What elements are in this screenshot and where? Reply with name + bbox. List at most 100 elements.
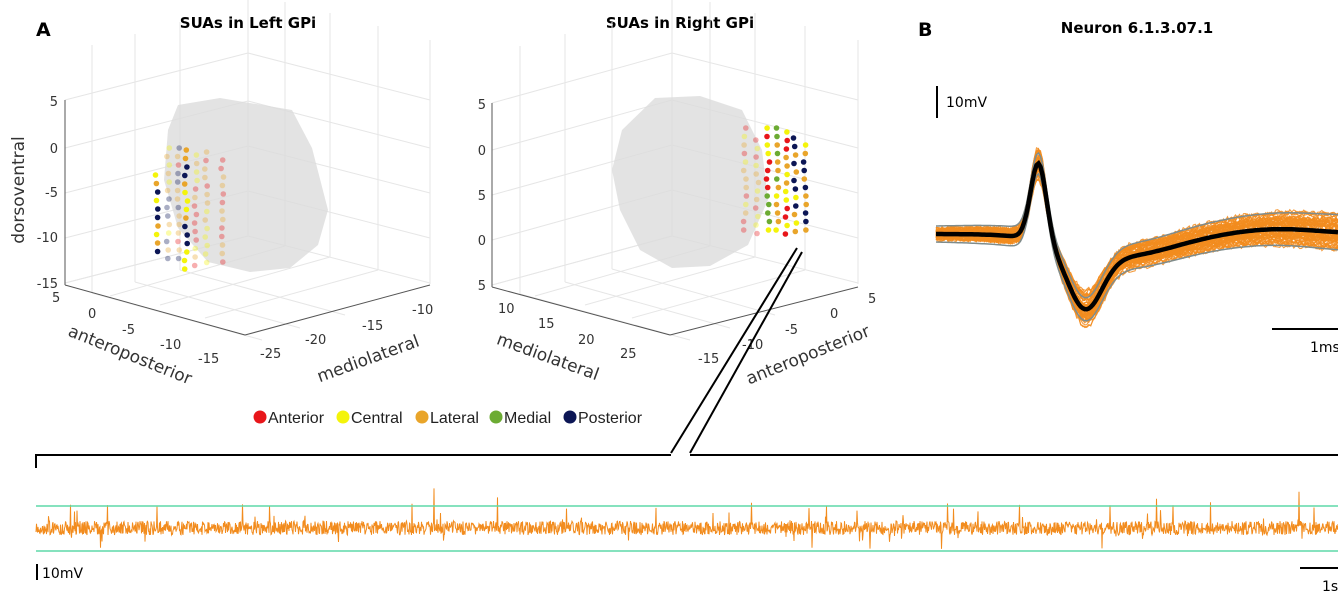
- neuron-dot: [204, 208, 210, 215]
- neuron-dot: [163, 238, 170, 245]
- neuron-dot: [219, 233, 225, 240]
- neuron-dot: [774, 176, 780, 182]
- waveform-sd-upper: [936, 151, 1338, 299]
- right-y-tick: 25: [620, 347, 637, 362]
- neuron-dot: [193, 152, 200, 158]
- neuron-dot: [791, 211, 798, 218]
- neuron-dot: [740, 167, 747, 174]
- neuron-dot: [202, 166, 208, 172]
- legend-dot-central: [336, 410, 350, 424]
- neuron-dot: [782, 231, 789, 237]
- neuron-dot: [182, 172, 188, 179]
- right-neuron-dots: [740, 125, 809, 237]
- neuron-dot: [175, 230, 182, 236]
- neuron-dot: [155, 223, 161, 229]
- neuron-dot: [775, 184, 782, 191]
- neuron-dot: [184, 249, 190, 255]
- neuron-dot: [801, 176, 808, 182]
- neuron-dot: [192, 228, 198, 235]
- neuron-dot: [741, 133, 748, 140]
- neuron-dot: [164, 204, 170, 211]
- neuron-dot: [766, 201, 772, 208]
- neuron-dot: [220, 174, 227, 180]
- neuron-dot: [184, 198, 191, 204]
- neuron-dot: [774, 150, 781, 157]
- neuron-dot: [166, 196, 172, 202]
- right-x-tick: -15: [698, 352, 719, 367]
- neuron-dot: [752, 205, 759, 211]
- neuron-dot: [164, 153, 170, 160]
- neuron-dot: [166, 221, 173, 228]
- left-y-tick: -20: [305, 333, 326, 348]
- neuron-dot: [740, 227, 747, 233]
- neuron-dot: [754, 145, 761, 152]
- neuron-dot: [764, 193, 770, 199]
- neuron-dot: [183, 206, 190, 213]
- trace-bracket-left: [35, 454, 671, 468]
- neuron-dot: [774, 159, 781, 165]
- neuron-dot: [766, 218, 773, 225]
- neuron-dot: [753, 162, 759, 169]
- neuron-dot: [203, 157, 209, 164]
- neuron-dot: [192, 245, 199, 252]
- neuron-dot: [803, 218, 809, 225]
- neuron-dot: [176, 247, 183, 253]
- neuron-dot: [741, 150, 748, 157]
- neuron-dot: [793, 203, 799, 209]
- waveform-sd-lower: [935, 172, 1338, 322]
- neuron-dot: [801, 167, 807, 174]
- neuron-dot: [753, 137, 759, 143]
- right-x-tick: 5: [868, 292, 876, 307]
- neuron-dot: [203, 259, 210, 266]
- neuron-dot: [784, 129, 790, 135]
- neuron-dot: [175, 162, 182, 168]
- neuron-dot: [155, 206, 161, 212]
- neuron-dot: [764, 125, 770, 131]
- neuron-dot: [166, 162, 173, 168]
- legend-dot-medial: [489, 410, 503, 424]
- right-gpi-volume: [612, 96, 768, 268]
- left-z-tick: 5: [50, 95, 58, 110]
- left-x-tick: -15: [198, 352, 219, 367]
- neuron-dot: [741, 142, 747, 148]
- neuron-dot: [182, 189, 188, 196]
- neuron-dot: [800, 159, 807, 165]
- neuron-dot: [165, 255, 171, 262]
- neuron-dot: [755, 179, 762, 186]
- neuron-dot: [181, 181, 188, 187]
- neuron-dot: [774, 210, 781, 216]
- neuron-dot: [204, 183, 210, 189]
- neuron-dot: [783, 154, 789, 161]
- neuron-dot: [784, 205, 790, 212]
- neuron-dot: [791, 177, 797, 184]
- neuron-dot: [220, 191, 227, 197]
- left-y-tick: -15: [362, 319, 383, 334]
- left-x-tick: 0: [88, 307, 96, 322]
- neuron-dot: [753, 222, 759, 228]
- neuron-dot: [176, 145, 182, 151]
- left-x-tick: 5: [52, 291, 60, 306]
- single-spike-trace: [935, 168, 1338, 315]
- neuron-dot: [165, 247, 171, 253]
- neuron-dot: [191, 262, 198, 269]
- neuron-dot: [802, 210, 809, 216]
- right-x-tick: -5: [785, 323, 798, 338]
- neuron-dot: [203, 149, 210, 155]
- neuron-dot: [764, 133, 770, 140]
- neuron-dot: [154, 189, 161, 195]
- neuron-dot: [165, 213, 171, 219]
- neuron-dot: [775, 218, 782, 225]
- neuron-dot: [743, 176, 749, 182]
- neuron-dot: [202, 217, 208, 223]
- neuron-dot: [175, 170, 181, 177]
- left-x-tick: -5: [122, 323, 135, 338]
- neuron-dot: [184, 232, 190, 238]
- left-y-tick: -10: [412, 303, 433, 318]
- left-z-label: dorsoventral: [9, 136, 29, 244]
- legend-dot-posterior: [563, 410, 577, 424]
- neuron-dot: [790, 135, 797, 141]
- neuron-dot: [202, 174, 208, 181]
- neuron-dot: [176, 213, 182, 219]
- neuron-dot: [765, 210, 771, 216]
- neuron-dot: [755, 213, 761, 220]
